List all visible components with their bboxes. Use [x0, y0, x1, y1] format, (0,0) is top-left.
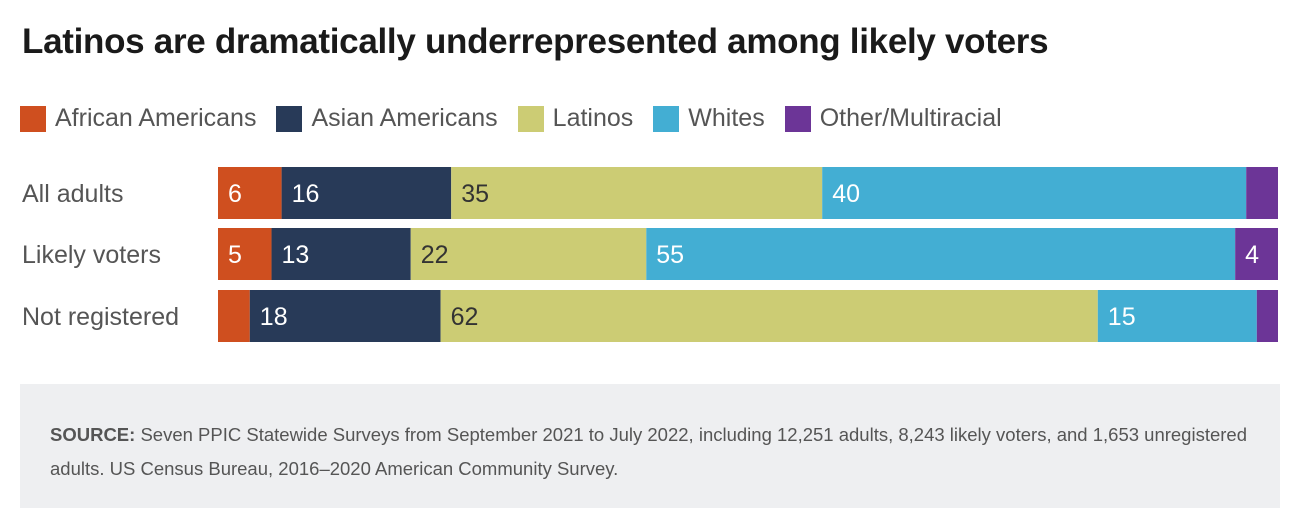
legend-item-asian-americans: Asian Americans	[276, 104, 498, 133]
legend-label: African Americans	[55, 104, 257, 132]
bar-segment	[1235, 228, 1278, 280]
category-label: Not registered	[22, 303, 179, 331]
data-label: 62	[451, 303, 479, 331]
bar-segment	[218, 228, 272, 280]
legend-item-latinos: Latinos	[517, 104, 634, 133]
data-label: 5	[228, 241, 242, 269]
legend-item-african-americans: African Americans	[20, 104, 256, 133]
legend-label: Asian Americans	[311, 104, 498, 132]
bar-segment	[218, 167, 282, 219]
legend-label: Other/Multiracial	[819, 104, 1002, 132]
bar-segment	[646, 228, 1236, 280]
legend-swatch	[784, 105, 811, 132]
stacked-bar-chart: All adults 6 16 35 40 Likely voters 5 13 22 55 4 No…	[22, 167, 1278, 342]
source-note: SOURCE: Seven PPIC Statewide Surveys fro…	[20, 384, 1280, 508]
data-label: 35	[461, 180, 489, 208]
legend-label: Latinos	[552, 104, 634, 132]
legend-swatch	[653, 105, 680, 132]
data-label: 22	[421, 241, 449, 269]
bar-segment	[249, 290, 441, 342]
legend-item-other-multiracial: Other/Multiracial	[784, 104, 1002, 133]
bar-segment	[1246, 167, 1278, 219]
data-label: 16	[292, 180, 320, 208]
data-label: 15	[1108, 303, 1136, 331]
bar-segment	[271, 228, 411, 280]
bar-segment	[410, 228, 647, 280]
data-label: 4	[1245, 241, 1259, 269]
chart-title: Latinos are dramatically underrepresente…	[22, 22, 1049, 61]
category-label: All adults	[22, 180, 123, 208]
bar-segment	[1097, 290, 1257, 342]
legend-swatch	[20, 105, 46, 132]
data-label: 55	[656, 241, 684, 269]
bar-segment	[451, 167, 823, 219]
bar-segment	[281, 167, 452, 219]
source-text: SOURCE: Seven PPIC Statewide Surveys fro…	[50, 418, 1255, 486]
data-label: 18	[260, 303, 288, 331]
legend: African Americans Asian Americans Latino…	[20, 104, 1022, 133]
source-label: SOURCE:	[50, 424, 136, 445]
legend-swatch	[517, 105, 544, 132]
legend-label: Whites	[688, 104, 765, 132]
bar-segment	[218, 290, 250, 342]
legend-swatch	[276, 105, 303, 132]
bar-segment	[1256, 290, 1278, 342]
bar-segment	[440, 290, 1098, 342]
category-label: Likely voters	[22, 241, 161, 269]
legend-item-whites: Whites	[653, 104, 765, 133]
data-label: 13	[282, 241, 310, 269]
bar-segment	[822, 167, 1247, 219]
data-label: 6	[228, 180, 242, 208]
data-label: 40	[832, 180, 860, 208]
source-body: Seven PPIC Statewide Surveys from Septem…	[50, 424, 1248, 479]
